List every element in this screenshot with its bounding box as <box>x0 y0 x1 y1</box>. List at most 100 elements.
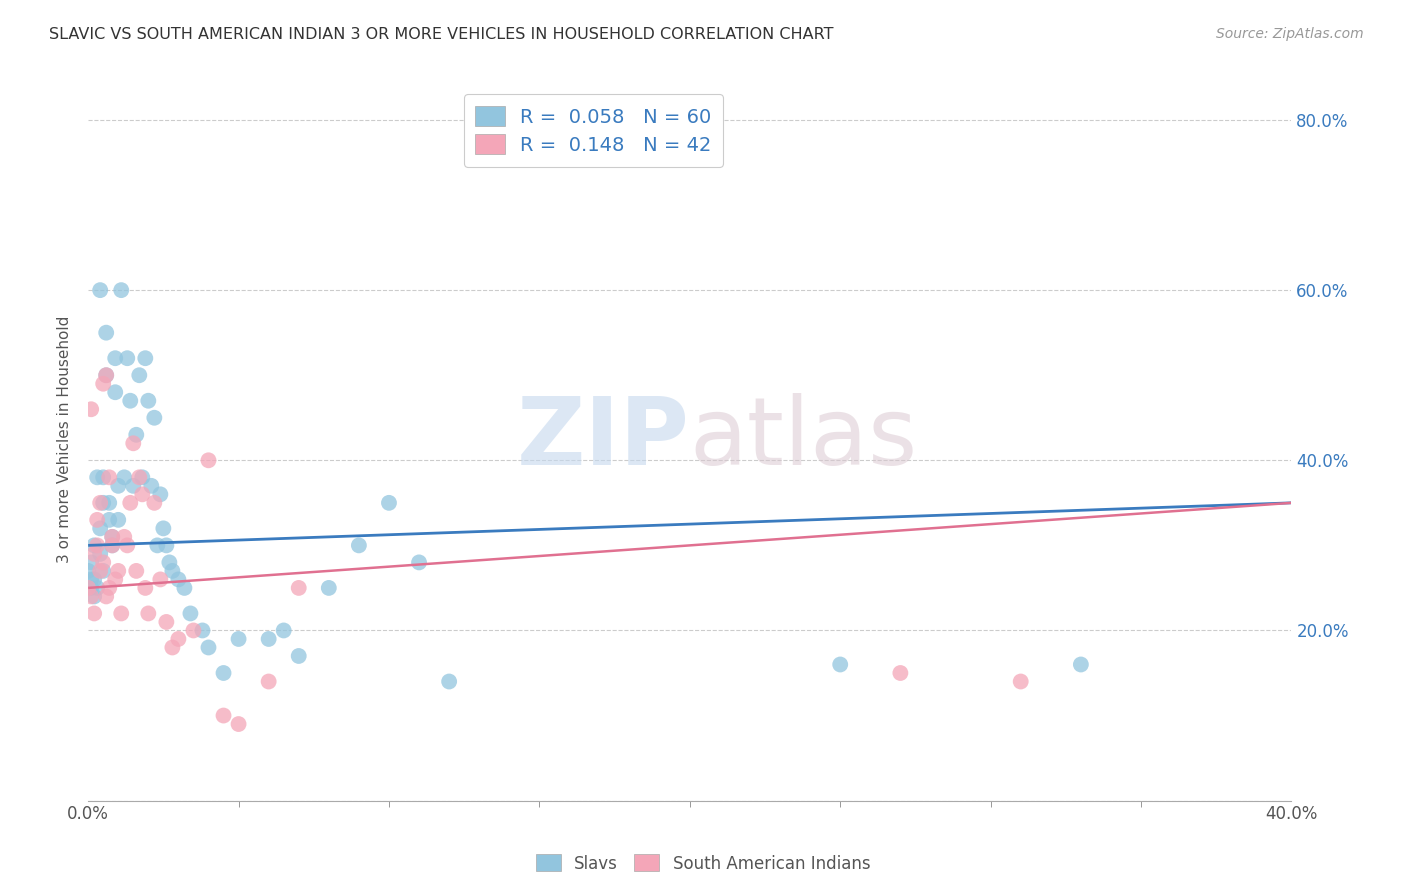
Point <box>104 351 127 366</box>
Point <box>437 674 460 689</box>
Point <box>146 538 169 552</box>
Point <box>83 573 105 587</box>
Point <box>136 393 159 408</box>
Point <box>96 368 118 383</box>
Point <box>83 538 105 552</box>
Point <box>889 665 911 680</box>
Point <box>1010 674 1032 689</box>
Point <box>91 555 114 569</box>
Point <box>287 581 309 595</box>
Point <box>89 283 111 297</box>
Text: atlas: atlas <box>690 393 918 485</box>
Point <box>89 547 111 561</box>
Point <box>86 513 108 527</box>
Point <box>162 640 184 655</box>
Legend: R =  0.058   N = 60, R =  0.148   N = 42: R = 0.058 N = 60, R = 0.148 N = 42 <box>464 95 723 167</box>
Point <box>112 470 135 484</box>
Point <box>83 590 105 604</box>
Point <box>143 410 166 425</box>
Point <box>96 368 118 383</box>
Text: SLAVIC VS SOUTH AMERICAN INDIAN 3 OR MORE VEHICLES IN HOUSEHOLD CORRELATION CHAR: SLAVIC VS SOUTH AMERICAN INDIAN 3 OR MOR… <box>49 27 834 42</box>
Point <box>80 573 103 587</box>
Point <box>80 555 103 569</box>
Point <box>131 470 153 484</box>
Point <box>80 581 103 595</box>
Point <box>122 479 145 493</box>
Y-axis label: 3 or more Vehicles in Household: 3 or more Vehicles in Household <box>58 316 72 563</box>
Point <box>143 496 166 510</box>
Point <box>110 607 132 621</box>
Point <box>122 436 145 450</box>
Point <box>98 513 121 527</box>
Point <box>107 564 129 578</box>
Point <box>77 564 100 578</box>
Point <box>117 351 139 366</box>
Point <box>287 648 309 663</box>
Point <box>91 564 114 578</box>
Point <box>197 640 219 655</box>
Point <box>86 470 108 484</box>
Point <box>167 573 190 587</box>
Point <box>86 538 108 552</box>
Point <box>228 632 250 646</box>
Point <box>110 283 132 297</box>
Point <box>149 573 172 587</box>
Point <box>1070 657 1092 672</box>
Point <box>83 547 105 561</box>
Point <box>86 581 108 595</box>
Point <box>107 479 129 493</box>
Point <box>157 555 180 569</box>
Text: Source: ZipAtlas.com: Source: ZipAtlas.com <box>1216 27 1364 41</box>
Point <box>149 487 172 501</box>
Point <box>155 538 177 552</box>
Point <box>191 624 214 638</box>
Point <box>162 564 184 578</box>
Point <box>104 385 127 400</box>
Point <box>179 607 201 621</box>
Point <box>91 496 114 510</box>
Point <box>89 521 111 535</box>
Point <box>83 607 105 621</box>
Point <box>212 665 235 680</box>
Point <box>131 487 153 501</box>
Point <box>408 555 430 569</box>
Point <box>98 496 121 510</box>
Point <box>112 530 135 544</box>
Point <box>107 513 129 527</box>
Legend: Slavs, South American Indians: Slavs, South American Indians <box>529 847 877 880</box>
Point <box>257 674 280 689</box>
Point <box>104 573 127 587</box>
Point <box>167 632 190 646</box>
Point <box>120 496 142 510</box>
Point <box>125 564 148 578</box>
Point <box>91 470 114 484</box>
Point <box>197 453 219 467</box>
Point <box>101 530 124 544</box>
Point <box>152 521 174 535</box>
Point <box>347 538 370 552</box>
Point <box>830 657 852 672</box>
Point <box>183 624 205 638</box>
Point <box>77 581 100 595</box>
Point <box>155 615 177 629</box>
Point <box>318 581 340 595</box>
Point <box>80 402 103 417</box>
Point <box>128 470 150 484</box>
Point <box>117 538 139 552</box>
Point <box>173 581 195 595</box>
Point <box>96 590 118 604</box>
Point <box>141 479 163 493</box>
Point <box>136 607 159 621</box>
Point <box>101 530 124 544</box>
Point <box>89 564 111 578</box>
Point <box>98 470 121 484</box>
Point <box>257 632 280 646</box>
Point <box>125 427 148 442</box>
Point <box>96 326 118 340</box>
Point <box>134 351 156 366</box>
Point <box>101 538 124 552</box>
Point <box>98 581 121 595</box>
Point <box>134 581 156 595</box>
Point <box>128 368 150 383</box>
Point <box>212 708 235 723</box>
